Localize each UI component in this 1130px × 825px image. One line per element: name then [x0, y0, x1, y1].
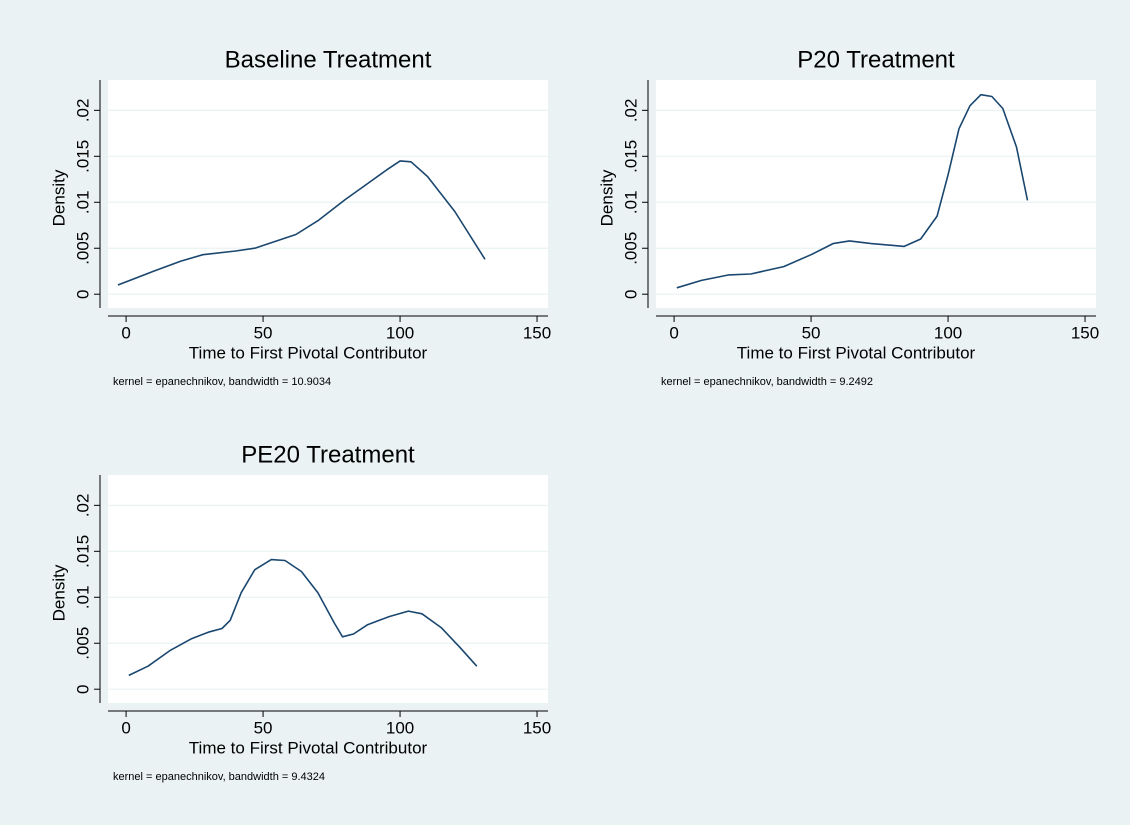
x-tick-label: 100 [386, 323, 414, 342]
y-tick-label: 0 [621, 289, 640, 298]
y-axis-label: Density [49, 169, 68, 226]
x-tick-label: 0 [121, 718, 130, 737]
y-tick-label: .005 [73, 627, 92, 660]
y-axis-label: Density [49, 564, 68, 621]
x-tick-label: 150 [1071, 323, 1099, 342]
x-tick-label: 100 [934, 323, 962, 342]
x-tick-label: 150 [523, 323, 551, 342]
density-line [117, 160, 486, 286]
y-tick-label: .02 [73, 99, 92, 123]
density-line [128, 558, 478, 677]
y-tick-label: .015 [621, 140, 640, 173]
x-tick-label: 150 [523, 718, 551, 737]
y-tick-label: .01 [621, 190, 640, 214]
chart-title: Baseline Treatment [225, 46, 432, 73]
y-tick-label: .01 [73, 190, 92, 214]
y-tick-label: .015 [73, 140, 92, 173]
y-axis-label: Density [597, 169, 616, 226]
x-tick-label: 50 [802, 323, 821, 342]
density-line [676, 93, 1029, 289]
x-tick-label: 50 [254, 718, 273, 737]
note: kernel = epanechnikov, bandwidth = 9.249… [661, 376, 873, 388]
x-tick-label: 0 [121, 323, 130, 342]
x-tick-label: 0 [669, 323, 678, 342]
x-axis-label: Time to First Pivotal Contributor [737, 343, 976, 362]
y-tick-label: .02 [621, 99, 640, 123]
y-tick-label: .015 [73, 535, 92, 568]
x-axis-label: Time to First Pivotal Contributor [189, 738, 428, 757]
plot-area [108, 80, 548, 308]
y-tick-label: .02 [73, 494, 92, 518]
plot-area [108, 475, 548, 703]
x-axis-label: Time to First Pivotal Contributor [189, 343, 428, 362]
x-tick-label: 50 [254, 323, 273, 342]
y-tick-label: .005 [73, 232, 92, 265]
chart-title: P20 Treatment [797, 46, 955, 73]
y-tick-label: .01 [73, 585, 92, 609]
chart-title: PE20 Treatment [241, 441, 415, 468]
y-tick-label: 0 [73, 684, 92, 693]
y-tick-label: 0 [73, 289, 92, 298]
y-tick-label: .005 [621, 232, 640, 265]
plot-area [656, 80, 1096, 308]
note: kernel = epanechnikov, bandwidth = 10.90… [113, 376, 331, 388]
x-tick-label: 100 [386, 718, 414, 737]
note: kernel = epanechnikov, bandwidth = 9.432… [113, 771, 325, 783]
